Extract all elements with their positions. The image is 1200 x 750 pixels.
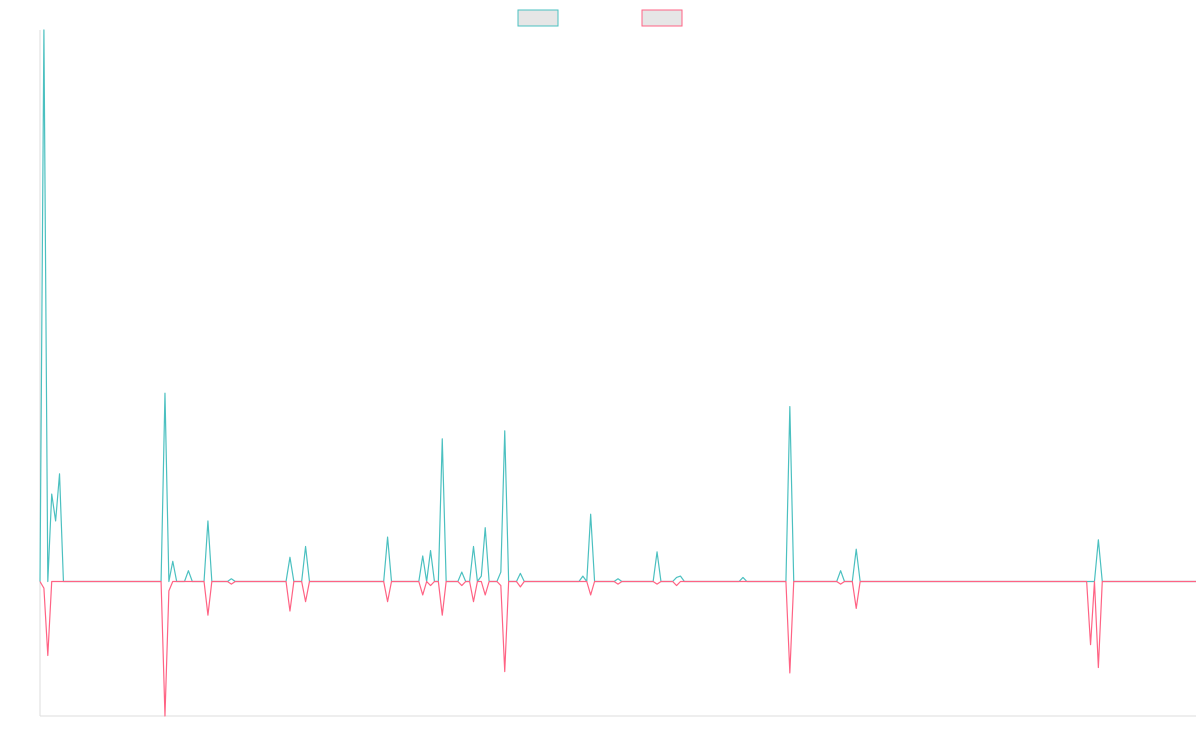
legend-swatch-1[interactable] — [517, 9, 559, 27]
legend-swatch-2[interactable] — [641, 9, 683, 27]
legend — [517, 9, 683, 27]
series-line-1[interactable] — [39, 29, 1196, 583]
axes — [39, 30, 1196, 717]
series-line-2[interactable] — [39, 580, 1196, 717]
series-layer — [39, 29, 1196, 717]
